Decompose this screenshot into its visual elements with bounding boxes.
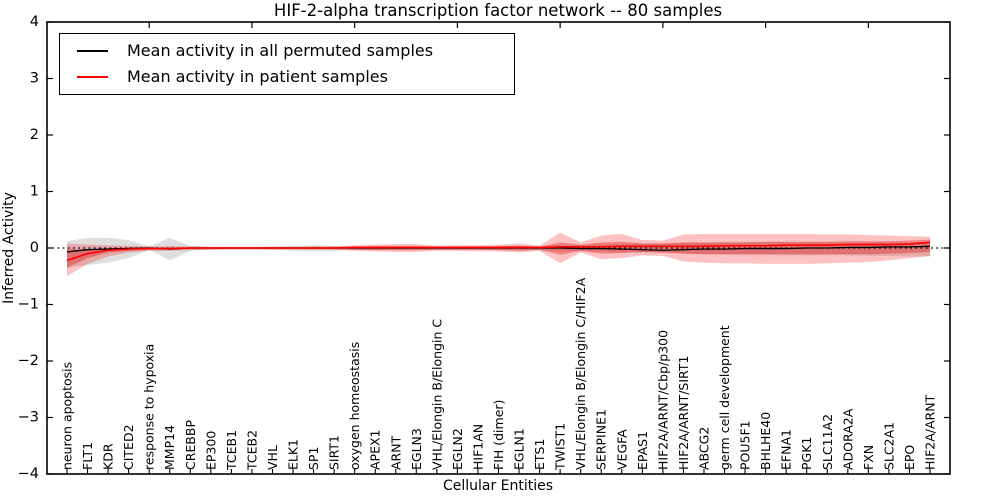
x-tick-label-entity: SLC11A2 bbox=[820, 414, 835, 470]
x-tick-label-entity: VEGFA bbox=[614, 429, 629, 470]
y-tick-label: 0 bbox=[30, 240, 39, 256]
legend-item-permuted: Mean activity in all permuted samples bbox=[60, 43, 514, 59]
band-1 bbox=[67, 232, 930, 277]
x-tick-label-entity: HIF2A/ARNT bbox=[923, 394, 938, 470]
x-tick-label-entity: neuron apoptosis bbox=[60, 362, 75, 470]
y-tick-label: −1 bbox=[18, 297, 39, 313]
x-tick-label-entity: HIF2A/ARNT/Cbp/p300 bbox=[655, 330, 670, 470]
x-tick-label-entity: PGK1 bbox=[799, 437, 814, 470]
x-tick-label-entity: VHL/Elongin B/Elongin C bbox=[429, 319, 444, 470]
x-tick-label-entity: germ cell development bbox=[717, 325, 732, 470]
x-tick-label-entity: HIF2A/ARNT/SIRT1 bbox=[676, 356, 691, 470]
y-tick-label: −2 bbox=[18, 353, 39, 369]
x-tick-label-entity: HIF1AN bbox=[470, 424, 485, 470]
legend-box: Mean activity in all permuted samples Me… bbox=[59, 33, 515, 95]
y-tick-label: 4 bbox=[30, 14, 39, 30]
x-tick-label-entity: FXN bbox=[861, 445, 876, 470]
y-tick-label: 2 bbox=[30, 127, 39, 143]
x-tick-label-entity: POU5F1 bbox=[738, 420, 753, 470]
x-tick-label-entity: FLT1 bbox=[80, 442, 95, 470]
x-tick-label-entity: VHL/Elongin B/Elongin C/HIF2A bbox=[573, 277, 588, 470]
x-tick-label-entity: EPAS1 bbox=[635, 431, 650, 470]
x-tick-label-entity: TCEB1 bbox=[224, 430, 239, 471]
x-tick-label-entity: VHL bbox=[265, 445, 280, 470]
y-tick-label: −4 bbox=[18, 466, 39, 482]
x-tick-label-entity: TCEB2 bbox=[244, 430, 259, 471]
x-tick-label-entity: FIH (dimer) bbox=[491, 400, 506, 470]
x-tick-label-entity: ADORA2A bbox=[840, 408, 855, 470]
x-tick-label-entity: response to hypoxia bbox=[142, 344, 157, 470]
x-tick-label-entity: CITED2 bbox=[121, 424, 136, 470]
x-tick-label-entity: SIRT1 bbox=[327, 435, 342, 470]
x-tick-label-entity: ELK1 bbox=[286, 439, 301, 470]
x-tick-label-entity: SP1 bbox=[306, 447, 321, 470]
x-tick-label-entity: EGLN1 bbox=[512, 428, 527, 470]
x-tick-label-entity: BHLHE40 bbox=[758, 412, 773, 470]
y-axis-label: Inferred Activity bbox=[1, 192, 17, 304]
x-axis-label: Cellular Entities bbox=[442, 478, 554, 494]
x-tick-label-entity: KDR bbox=[101, 443, 116, 470]
chart-title: HIF-2-alpha transcription factor network… bbox=[273, 1, 723, 20]
x-tick-label-entity: SLC2A1 bbox=[881, 422, 896, 470]
legend-label: Mean activity in all permuted samples bbox=[127, 41, 434, 61]
series-line-1 bbox=[66, 241, 931, 262]
legend-label: Mean activity in patient samples bbox=[127, 66, 388, 86]
x-tick-label-entity: ARNT bbox=[388, 435, 403, 470]
x-tick-label-entity: EGLN2 bbox=[450, 428, 465, 470]
x-tick-label-entity: ETS1 bbox=[532, 439, 547, 470]
x-tick-label-entity: EP300 bbox=[203, 431, 218, 470]
x-tick-label-entity: EFNA1 bbox=[779, 429, 794, 470]
x-tick-label-entity: CREBBP bbox=[183, 420, 198, 470]
x-tick-label-entity: ABCG2 bbox=[696, 427, 711, 470]
x-tick-label-entity: MMP14 bbox=[162, 425, 177, 470]
x-tick-label-entity: EGLN3 bbox=[409, 428, 424, 470]
x-tick-label-entity: oxygen homeostasis bbox=[347, 342, 362, 470]
patient-line-swatch bbox=[77, 75, 108, 78]
legend-item-patient: Mean activity in patient samples bbox=[60, 66, 514, 86]
y-tick-label: 1 bbox=[30, 184, 39, 200]
x-tick-label-entity: APEX1 bbox=[368, 429, 383, 470]
y-tick-label: 3 bbox=[30, 71, 39, 87]
x-tick-label-entity: EPO bbox=[902, 445, 917, 470]
y-tick-label: −3 bbox=[18, 410, 39, 426]
x-tick-label-entity: SERPINE1 bbox=[594, 409, 609, 470]
permuted-line-swatch bbox=[77, 50, 108, 53]
x-tick-label-entity: TWIST1 bbox=[553, 423, 568, 471]
